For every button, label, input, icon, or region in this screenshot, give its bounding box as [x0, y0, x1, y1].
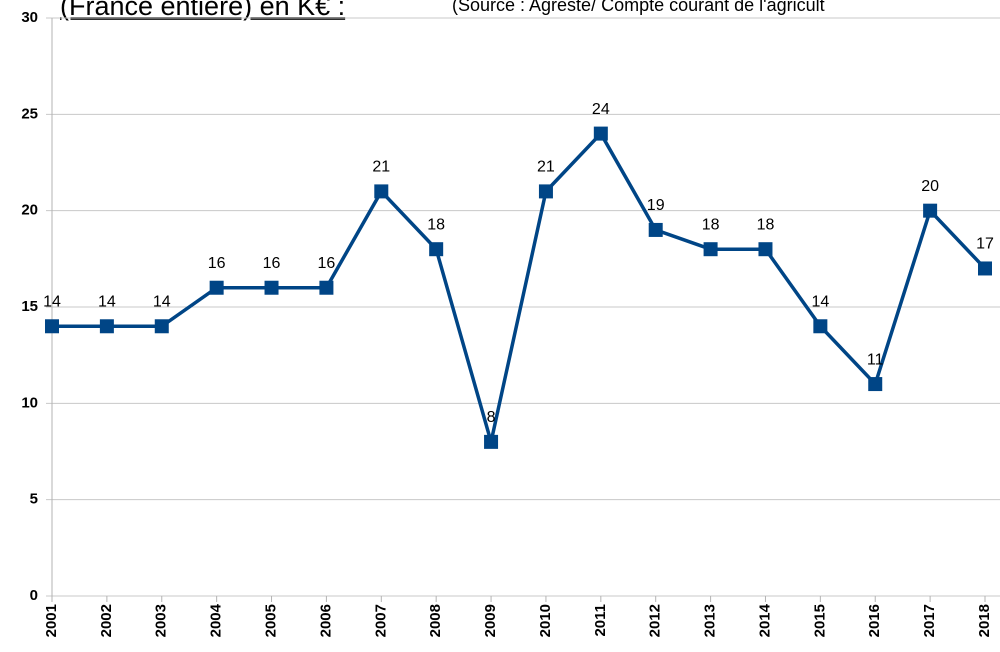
- y-tick-label: 30: [21, 9, 38, 26]
- marker: [45, 319, 59, 334]
- x-tick-label: 2013: [702, 604, 719, 637]
- marker: [319, 280, 334, 295]
- marker: [374, 184, 389, 199]
- line: [52, 130, 987, 443]
- data-label: 18: [757, 216, 775, 233]
- x-tick-label: 2012: [647, 604, 664, 637]
- marker: [758, 242, 773, 257]
- marker: [99, 319, 114, 334]
- x-tick-label: 2005: [262, 604, 279, 637]
- y-tick-label: 0: [30, 587, 38, 604]
- marker: [538, 184, 553, 199]
- y-tick-label: 25: [21, 105, 38, 122]
- x-tick-label: 2018: [976, 604, 993, 637]
- data-label: 20: [921, 178, 939, 195]
- x-tick-label: 2016: [866, 604, 883, 637]
- x-tick-label: 2008: [427, 604, 444, 637]
- data-label: 14: [43, 293, 61, 310]
- data-label: 8: [487, 409, 496, 426]
- marker: [978, 261, 992, 276]
- marker: [868, 377, 883, 392]
- marker: [429, 242, 444, 257]
- x-tick-label: 2010: [537, 604, 554, 637]
- x-tick-label: 2004: [208, 603, 225, 637]
- marker: [923, 203, 938, 218]
- x-tick-label: 2017: [921, 604, 938, 637]
- x-tick-label: 2015: [811, 604, 828, 637]
- data-label: 17: [976, 236, 994, 253]
- data-label: 14: [811, 293, 829, 310]
- x-tick-label: 2007: [372, 604, 389, 637]
- data-label: 16: [263, 255, 281, 272]
- data-label: 18: [427, 216, 445, 233]
- x-tick-label: 2003: [153, 604, 170, 637]
- marker: [209, 280, 224, 295]
- y-tick-label: 20: [21, 202, 38, 219]
- x-tick-label: 2014: [756, 603, 773, 637]
- marker: [154, 319, 169, 334]
- chart-subtitle: (Source : Agreste/ Compte courant de l'a…: [452, 0, 825, 15]
- data-label: 21: [537, 159, 555, 176]
- data-label: 21: [372, 159, 390, 176]
- y-tick-label: 15: [21, 298, 38, 315]
- marker: [593, 126, 608, 141]
- marker: [484, 434, 499, 449]
- x-tick-label: 2002: [98, 604, 115, 637]
- marker: [813, 319, 828, 334]
- data-label: 14: [98, 293, 116, 310]
- marker: [703, 242, 718, 257]
- data-label: 18: [702, 216, 720, 233]
- marker: [648, 222, 663, 237]
- data-label: 11: [867, 351, 884, 368]
- chart-title: (France entière) en K€ :: [60, 0, 345, 21]
- data-label: 19: [647, 197, 665, 214]
- y-tick-label: 10: [21, 394, 38, 411]
- x-tick-label: 2006: [317, 604, 334, 637]
- marker: [264, 280, 279, 295]
- x-tick-label: 2009: [482, 604, 499, 637]
- y-tick-label: 5: [30, 491, 38, 508]
- x-tick-label: 2001: [43, 604, 60, 637]
- data-label: 24: [592, 101, 610, 118]
- data-label: 16: [208, 255, 226, 272]
- x-tick-label: 2011: [592, 604, 609, 637]
- data-label: 16: [318, 255, 336, 272]
- data-label: 14: [153, 293, 171, 310]
